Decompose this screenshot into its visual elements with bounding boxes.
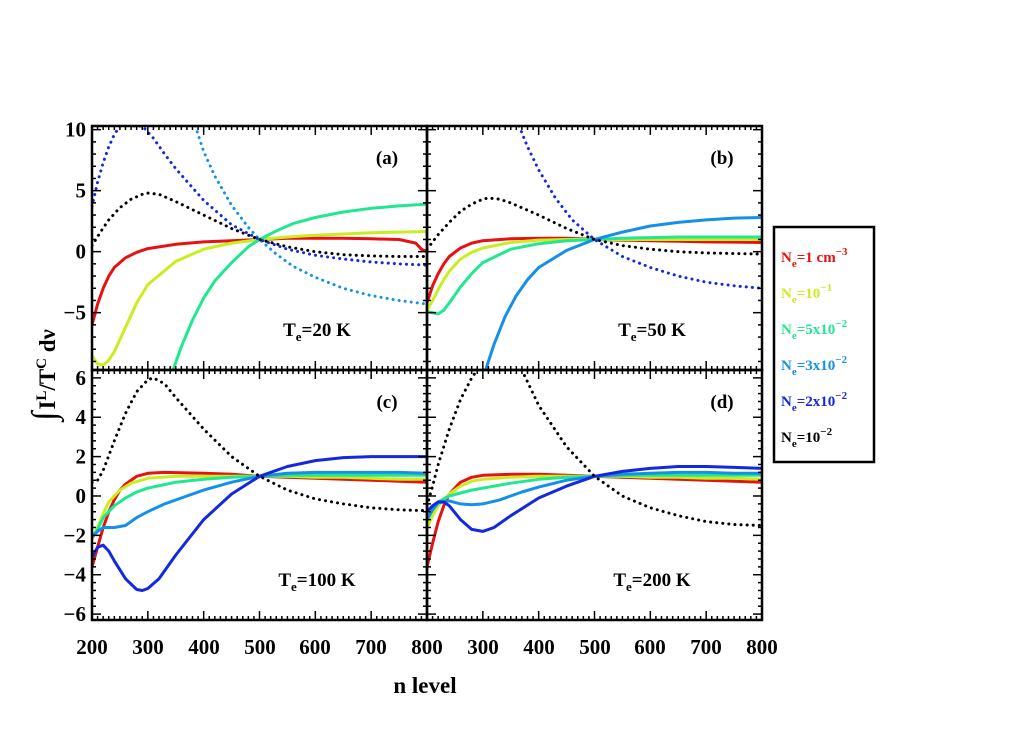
series-line-ne002 — [92, 126, 122, 208]
temperature-label: Te=20 K — [283, 320, 351, 344]
panel-tag: (a) — [376, 148, 398, 169]
series-line-ne001 — [427, 196, 762, 256]
panel-b: (b) Te=50 K — [425, 124, 764, 372]
panel-d: (d) Te=200 K — [425, 368, 764, 622]
legend-box — [772, 225, 876, 464]
panel-c: (c) Te=100 K — [90, 368, 429, 622]
series-line-ne1 — [92, 470, 427, 569]
tick-labels: −5 0 5 10 −6 −4 −2 0 2 4 6 200 300 400 500 600 700 800 300… — [64, 118, 778, 659]
x-tick-label: 800 — [411, 635, 443, 659]
series-line-ne005 — [92, 473, 427, 539]
series-line-ne001 — [92, 376, 427, 513]
series-line-ne1 — [427, 472, 762, 569]
panel-frame — [425, 368, 764, 622]
x-tick-label: 700 — [355, 635, 387, 659]
x-tick-label: 300 — [467, 635, 499, 659]
temperature-label: Te=200 K — [613, 570, 691, 594]
series-line-ne002b — [132, 126, 427, 267]
series-line-ne003 — [427, 470, 762, 522]
x-tick-label: 300 — [132, 635, 164, 659]
series-line-ne001 — [427, 370, 479, 508]
y-tick-label: 6 — [76, 366, 87, 390]
series-line-ne005 — [171, 202, 427, 370]
y-tick-label: −2 — [64, 523, 86, 547]
y-axis-title-integral: ∫ — [26, 409, 65, 423]
series-line-ne003 — [193, 126, 427, 306]
ticks — [426, 126, 763, 370]
legend-entry-ne001: Ne=10−2 — [781, 426, 833, 450]
temperature-label: Te=100 K — [278, 570, 356, 594]
series-line-ne003 — [484, 216, 762, 370]
legend-entry-ne01: Ne=10−1 — [781, 282, 832, 306]
x-tick-label: 500 — [244, 635, 276, 659]
series-group — [427, 370, 762, 569]
x-tick-label: 400 — [523, 635, 555, 659]
legend: Ne=1 cm−3 Ne=10−1 Ne=5x10−2 Ne=3x10−2 Ne=2x1… — [772, 225, 876, 464]
series-line-ne01 — [92, 474, 427, 541]
x-tick-label: 400 — [188, 635, 220, 659]
y-tick-label: 10 — [65, 118, 86, 142]
y-tick-label: 0 — [76, 484, 87, 508]
y-axis-title: ∫IL/TC dν — [26, 329, 65, 423]
legend-entry-ne1: Ne=1 cm−3 — [781, 246, 848, 270]
series-line-ne01 — [92, 230, 427, 367]
series-line-ne1 — [92, 236, 427, 327]
panel-tag: (d) — [710, 392, 733, 413]
x-tick-label: 600 — [634, 635, 666, 659]
legend-entry-ne003: Ne=3x10−2 — [781, 354, 848, 378]
series-group — [427, 126, 762, 370]
panels: (a) Te=20 K (b) Te=50 K (c) Te=100 K (d) Te=200… — [90, 124, 764, 622]
panel-tag: (c) — [376, 392, 397, 413]
x-tick-label: 600 — [299, 635, 331, 659]
y-tick-label: −5 — [64, 301, 86, 325]
series-group — [92, 126, 427, 370]
panel-a: (a) Te=20 K — [90, 124, 429, 372]
y-tick-label: −6 — [64, 602, 86, 626]
temperature-label: Te=50 K — [618, 320, 686, 344]
x-axis-title: n level — [393, 673, 456, 698]
svg-text:∫IL/TC dν: ∫IL/TC dν — [26, 329, 65, 423]
y-tick-label: 4 — [76, 405, 87, 429]
series-line-ne002 — [517, 126, 762, 290]
x-tick-label: 200 — [76, 635, 108, 659]
x-tick-label: 800 — [746, 635, 778, 659]
series-group — [92, 376, 427, 592]
panel-tag: (b) — [710, 148, 733, 169]
y-tick-label: −4 — [64, 563, 87, 587]
x-tick-label: 500 — [579, 635, 611, 659]
y-tick-label: 2 — [76, 445, 87, 469]
series-line-ne01 — [427, 474, 762, 529]
legend-entry-ne002: Ne=2x10−2 — [781, 390, 848, 414]
series-line-ne002 — [92, 455, 427, 592]
y-tick-label: 0 — [76, 240, 87, 264]
series-line-ne01 — [427, 238, 762, 312]
series-line-ne005 — [427, 235, 762, 316]
series-line-ne001 — [92, 191, 427, 258]
series-line-ne1 — [427, 236, 762, 305]
series-line-ne003 — [92, 470, 427, 539]
series-line-ne002 — [427, 465, 762, 533]
series-line-ne005 — [427, 473, 762, 522]
legend-entry-ne005: Ne=5x10−2 — [781, 318, 848, 342]
x-tick-label: 700 — [690, 635, 722, 659]
y-tick-label: 5 — [76, 179, 87, 203]
